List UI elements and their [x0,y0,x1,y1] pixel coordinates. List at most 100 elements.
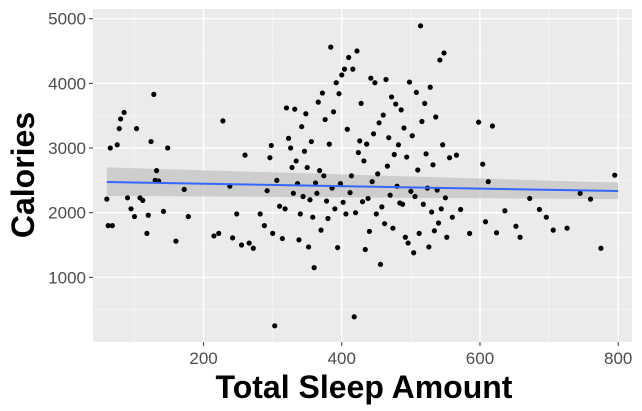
data-point [598,245,604,251]
points-layer [104,23,618,329]
data-point [299,124,305,130]
data-point [430,162,436,168]
data-point [270,230,276,236]
data-point [330,109,337,115]
data-point [145,212,151,218]
data-point [440,142,446,148]
data-point [587,196,594,202]
data-point [304,164,310,171]
data-point [411,250,417,256]
x-tick-label: 600 [466,349,494,368]
data-point [441,50,447,56]
data-point [433,114,439,120]
data-point [408,188,414,194]
data-point [343,211,349,217]
data-point [372,80,378,86]
data-point [406,79,413,85]
data-point [173,238,179,244]
data-point [308,138,314,145]
data-point [485,179,491,185]
data-point [250,245,256,251]
data-point [527,195,533,202]
data-point [370,131,377,137]
data-point [417,23,424,29]
confidence-band-layer [106,167,619,200]
data-point [181,186,187,193]
data-point [144,230,150,236]
data-point [283,105,290,111]
data-point [257,211,263,217]
data-point [429,209,435,215]
data-point [489,123,496,129]
data-point [246,240,252,246]
data-point [220,118,226,124]
data-point [344,126,350,132]
data-point [323,198,330,204]
data-point [390,225,396,231]
data-point [297,211,303,217]
data-point [335,244,341,251]
data-point [458,206,464,213]
data-point [242,152,248,158]
x-axis-ticks: 200 400 600 800 [189,342,632,368]
data-point [517,234,523,240]
data-point [419,118,425,125]
data-point [376,120,382,126]
data-point [438,206,444,212]
data-point [361,158,367,164]
y-tick-label: 4000 [48,74,86,93]
data-point [160,208,167,214]
data-point [121,109,127,116]
data-point [398,107,404,113]
data-point [387,192,393,198]
data-point [365,195,371,202]
y-tick-label: 1000 [48,268,86,287]
data-point [391,151,397,158]
data-point [395,142,402,148]
data-point [577,190,583,196]
data-point [404,154,410,160]
data-point [348,173,355,179]
data-point [355,149,361,156]
data-point [317,168,323,174]
data-point [303,111,309,117]
data-point [379,204,385,210]
data-point [427,84,433,90]
x-tick-label: 800 [604,349,632,368]
data-point [268,142,274,149]
data-point [292,106,298,112]
data-point [423,151,429,157]
data-point [128,206,134,212]
data-point [399,201,406,207]
data-point [282,206,288,212]
data-point [211,233,217,239]
data-point [276,203,283,209]
data-point [350,66,356,72]
data-point [393,101,399,107]
data-point [402,234,408,240]
data-point [274,177,280,183]
data-point [131,213,138,220]
data-point [333,80,339,86]
data-point [388,94,395,100]
data-point [446,155,453,161]
data-point [386,135,392,141]
data-point [315,99,321,105]
data-point [475,119,482,125]
data-point [426,244,432,250]
data-point [288,145,294,151]
data-point [368,75,374,81]
data-point [409,133,415,139]
x-axis-title: Total Sleep Amount [216,369,513,405]
data-point [105,223,111,229]
data-point [322,116,328,123]
data-point [124,195,131,201]
data-point [301,148,308,154]
data-point [267,155,273,161]
data-point [337,180,343,187]
data-point [373,211,379,217]
data-point [318,227,324,233]
data-point [148,138,154,145]
data-point [151,91,157,97]
data-point [341,66,348,72]
